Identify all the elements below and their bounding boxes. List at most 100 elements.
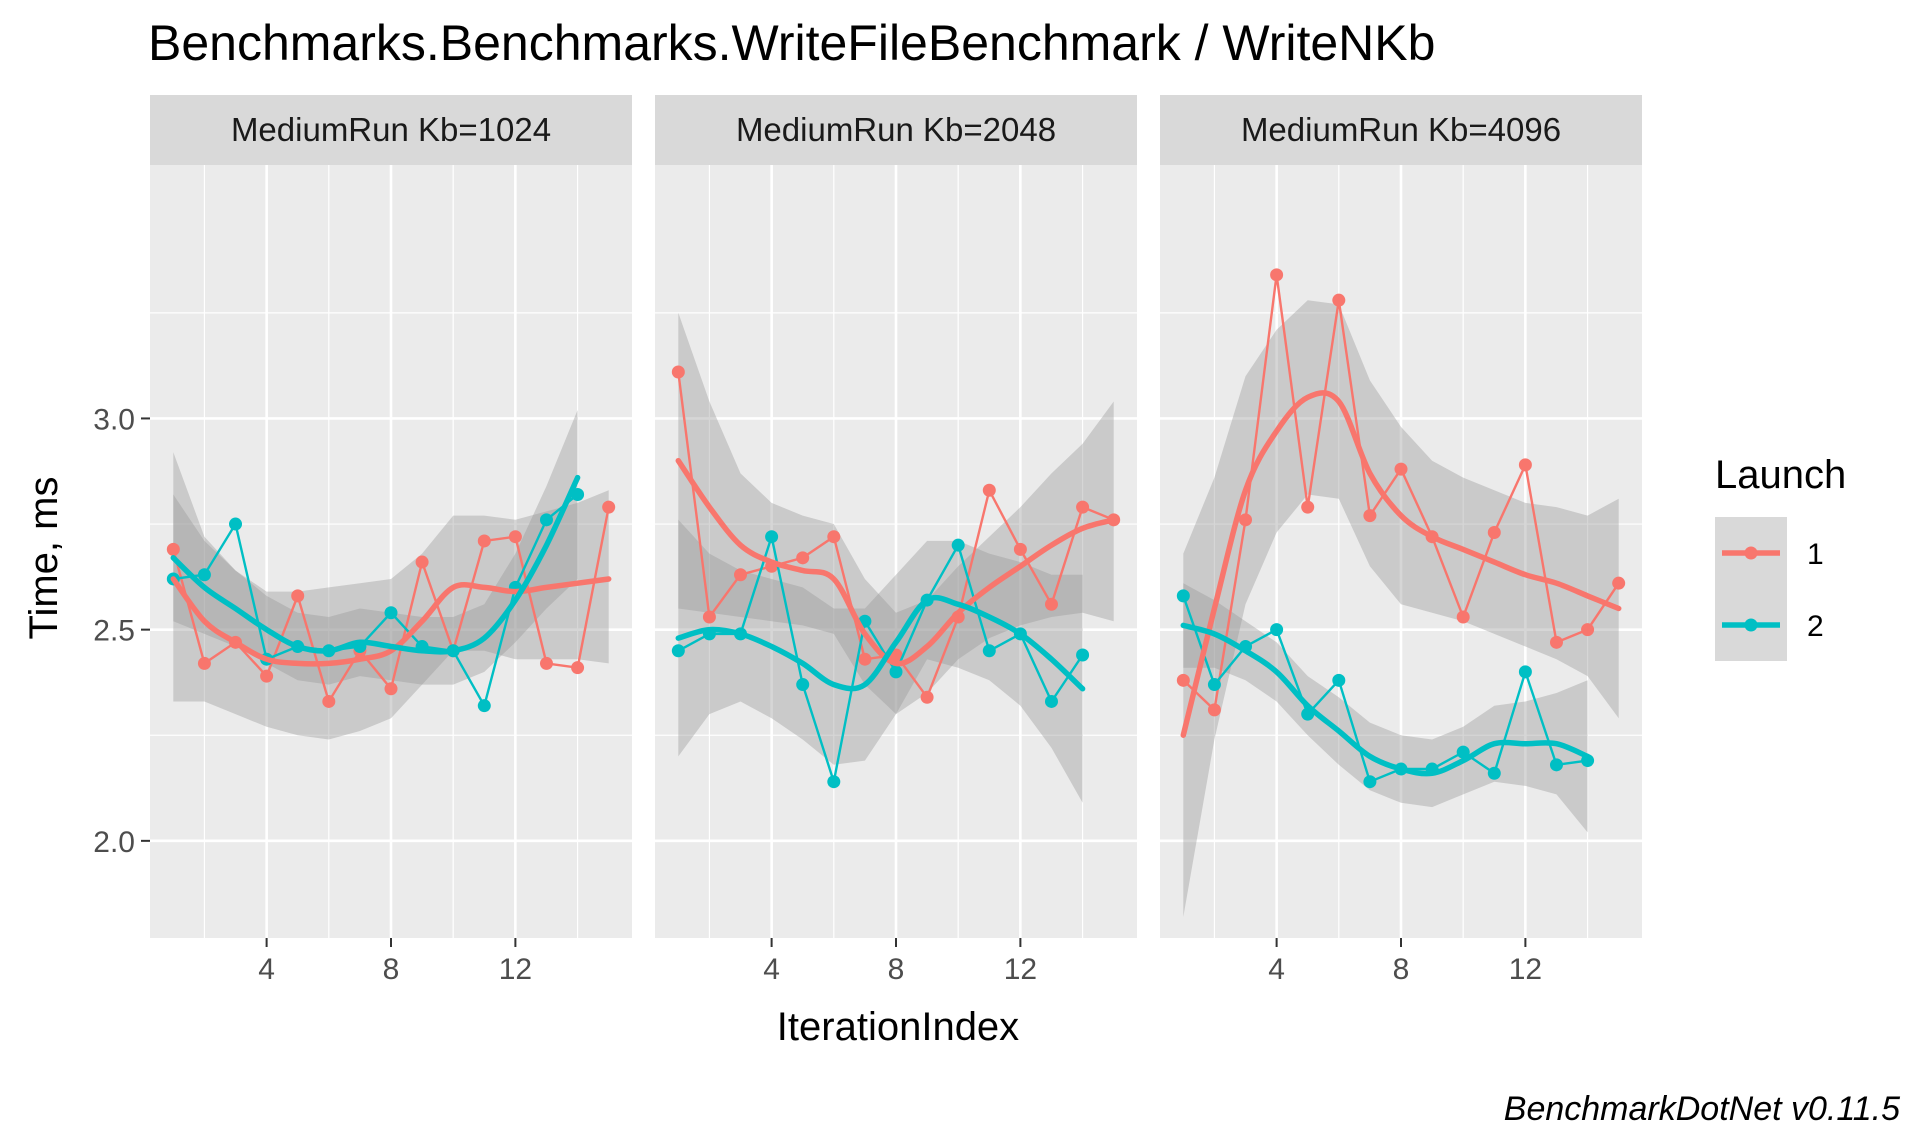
data-point [1013,542,1027,556]
data-point [1044,597,1058,611]
data-point [920,690,934,704]
data-point [1363,775,1377,789]
data-point [477,699,491,713]
data-point [1239,513,1253,527]
confidence-band [1183,583,1588,833]
data-point [477,534,491,548]
x-tick-label: 12 [1004,953,1037,986]
facet-panel: MediumRun Kb=4096 4 8 12 [1160,95,1642,986]
confidence-band [1183,300,1619,917]
data-point [1270,268,1284,282]
legend-key: 1 [1715,517,1824,589]
data-point [1044,694,1058,708]
confidence-band [173,452,609,740]
y-tick-label: 2.5 [93,615,135,648]
legend: Launch 1 2 [1715,453,1846,661]
data-point [415,555,429,569]
y-tick-label: 3.0 [93,403,135,436]
data-point [384,682,398,696]
data-point [1456,610,1470,624]
smooth-trend-line [675,594,1086,692]
data-point [889,665,903,679]
data-point [1076,648,1090,662]
facet-strip-label: MediumRun Kb=1024 [231,111,551,148]
legend-label: 1 [1807,538,1824,571]
data-point [291,589,305,603]
facet-panels: MediumRun Kb=1024 4 8 12 2.0 2.5 3.0 MediumRun … [93,95,1642,986]
data-point [1076,500,1090,514]
data-point [197,656,211,670]
smooth-trend-line [170,576,612,667]
data-point [671,644,685,658]
data-point [1207,703,1221,717]
data-point [796,551,810,565]
data-point [166,542,180,556]
data-point [1270,623,1284,637]
chart-title: Benchmarks.Benchmarks.WriteFileBenchmark… [148,15,1435,71]
data-point [1176,589,1190,603]
data-point [1549,758,1563,772]
data-point [1207,678,1221,692]
data-point [951,538,965,552]
data-point [1487,525,1501,539]
data-point [827,775,841,789]
facet-panel: MediumRun Kb=1024 4 8 12 2.0 2.5 3.0 [93,95,632,986]
y-axis-title: Time, ms [22,477,66,640]
x-tick-label: 8 [1393,953,1410,986]
data-point [1363,509,1377,523]
data-point [1176,673,1190,687]
data-point [796,678,810,692]
data-point [1332,673,1346,687]
data-point [508,530,522,544]
data-point [858,652,872,666]
facet-panel: MediumRun Kb=2048 4 8 12 [655,95,1137,986]
data-point [734,568,748,582]
data-point [539,513,553,527]
data-point [229,517,243,531]
x-tick-label: 4 [763,953,780,986]
x-axis-title: IterationIndex [777,1005,1019,1049]
data-point [1581,623,1595,637]
data-point [702,610,716,624]
caption: BenchmarkDotNet v0.11.5 [1504,1090,1900,1128]
smooth-trend-line [170,474,581,655]
smooth-trend-line [1180,622,1591,777]
data-point [1301,500,1315,514]
data-point [1549,635,1563,649]
data-point [1518,458,1532,472]
data-point [1394,462,1408,476]
facet-strip-label: MediumRun Kb=4096 [1241,111,1561,148]
x-tick-label: 12 [499,953,532,986]
data-point [982,644,996,658]
facet-strip-label: MediumRun Kb=2048 [736,111,1056,148]
data-point [539,656,553,670]
data-point [602,500,616,514]
data-point [1518,665,1532,679]
facet-strip [1160,95,1642,165]
legend-title: Launch [1715,453,1846,497]
data-point [1487,766,1501,780]
data-point [571,661,585,675]
smooth-trend-line [1180,390,1622,738]
data-point [384,606,398,620]
data-point [827,530,841,544]
data-point [322,694,336,708]
smooth-trend-line [675,457,1117,667]
data-point [671,365,685,379]
facet-strip [655,95,1137,165]
data-point [765,530,779,544]
x-tick-label: 4 [1268,953,1285,986]
x-tick-label: 12 [1509,953,1542,986]
data-point [1332,293,1346,307]
legend-key-point [1744,618,1758,632]
x-tick-label: 8 [888,953,905,986]
facet-strip [150,95,632,165]
y-tick-label: 2.0 [93,826,135,859]
data-point [260,669,274,683]
data-point [1612,576,1626,590]
legend-key: 2 [1715,589,1824,661]
x-tick-label: 8 [383,953,400,986]
data-point [197,568,211,582]
data-point [1456,745,1470,759]
